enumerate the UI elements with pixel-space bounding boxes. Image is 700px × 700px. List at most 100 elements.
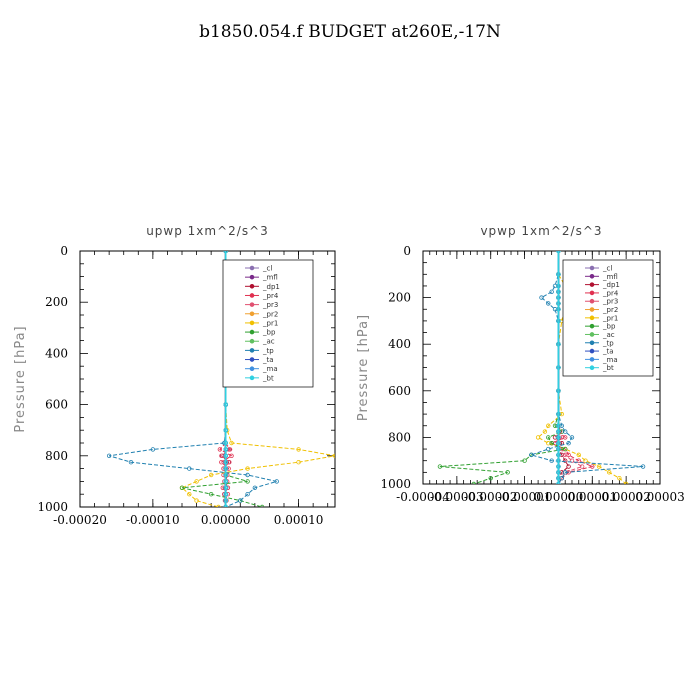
series-point-pr3 (569, 458, 575, 463)
legend-box (562, 259, 654, 377)
legend-label: _pr4 (262, 292, 279, 300)
legend-marker (249, 329, 255, 335)
y-axis-label: Pressure [hPa] (356, 314, 371, 421)
series-point-tp (187, 466, 192, 471)
series-point-bp (471, 481, 476, 484)
series-point-bt (223, 447, 228, 452)
legend-marker (249, 338, 255, 344)
series-point-bp (259, 504, 265, 507)
x-tick-label: -0.00002 (464, 490, 518, 504)
legend-marker (589, 307, 595, 312)
legend-marker (249, 265, 255, 271)
y-tick-label: 400 (45, 346, 68, 360)
series-point-bt (556, 481, 561, 484)
series-point-bt (556, 452, 561, 458)
series-point-pr1 (296, 447, 301, 452)
series-point-bt (223, 466, 228, 471)
series-point-tp (549, 289, 554, 294)
panel-title: vpwp 1xm^2/s^3 (480, 224, 602, 238)
series-point-bp (546, 435, 551, 440)
series-point-pr1 (245, 466, 250, 471)
series-point-pr3 (219, 453, 224, 458)
x-tick-label: -0.00010 (126, 513, 180, 527)
legend-label: _pr3 (262, 301, 278, 309)
legend-marker (589, 298, 595, 304)
legend-label: _dp1 (602, 281, 620, 289)
series-point-pr4 (229, 453, 234, 458)
series-point-bt (223, 428, 228, 433)
legend-label: _mfl (262, 274, 278, 282)
panel-upwp: upwp 1xm^2/s^3 Pressure [hPa] 0 200 400 600 80… (13, 224, 336, 527)
series-point-pr4 (219, 460, 224, 465)
series-point-bp (563, 446, 568, 452)
series-point-tp (569, 435, 575, 440)
x-tick-label: 0.00002 (601, 490, 651, 504)
series-point-bt (556, 388, 561, 393)
series-point-bt (223, 402, 228, 407)
y-tick-label: 200 (388, 291, 411, 305)
series-point-bt (556, 464, 561, 469)
legend-label: _bt (602, 364, 614, 372)
legend-label: _ma (602, 356, 618, 364)
series-point-tp (640, 464, 646, 469)
series-point-bt (223, 479, 228, 484)
series-point-bt (556, 295, 561, 300)
series-point-pr3 (227, 447, 233, 452)
y-tick-label: 1000 (380, 477, 411, 491)
x-tick-label: 0.00000 (201, 513, 251, 527)
series-point-pr1 (583, 458, 588, 463)
series-point-bp (208, 492, 214, 497)
x-tick-label: 0.00010 (274, 513, 324, 527)
legend: _cl_mfl_dp1_pr4_pr3_pr2_pr1_bp_ac_tp_ta_… (562, 259, 654, 377)
series-point-tp (546, 301, 551, 306)
legend-marker (249, 348, 255, 353)
x-tick-label: -0.00020 (53, 513, 107, 527)
legend-marker (589, 357, 595, 362)
x-tick-label: 0.00000 (534, 490, 584, 504)
series-point-bt (223, 492, 228, 497)
series-point-bp (488, 475, 493, 481)
series-point-tp (150, 447, 156, 452)
legend-label: _bt (262, 374, 274, 382)
series-point-bt (223, 460, 228, 465)
series-point-bt (556, 458, 561, 463)
legend-marker (249, 320, 255, 326)
series-point-bt (556, 301, 561, 306)
series-point-dp1 (566, 464, 571, 469)
y-tick-label: 0 (403, 244, 411, 258)
series-point-tp (128, 460, 134, 465)
panel-vpwp: vpwp 1xm^2/s^3 Pressure [hPa] 0 200 400 600 80… (356, 224, 685, 504)
series-point-pr1 (576, 452, 581, 458)
series-point-tp (546, 446, 551, 452)
legend-label: _cl (262, 265, 272, 273)
legend: _cl_mfl_dp1_pr4_pr3_pr2_pr1_bp_ac_tp_ta_… (222, 259, 314, 388)
legend-marker (589, 365, 595, 370)
series-point-bt (556, 283, 561, 289)
legend-marker (249, 302, 255, 307)
series-point-bt (556, 318, 561, 324)
series-point-pr1 (296, 460, 301, 465)
series-point-bt (556, 475, 561, 481)
legend-marker (249, 375, 255, 381)
series-point-bt (556, 251, 561, 254)
series-point-bt (223, 472, 228, 478)
series-point-pr1 (542, 429, 548, 434)
series-point-pr1 (194, 479, 199, 484)
legend-marker (249, 274, 255, 280)
series-line-pr1 (181, 251, 335, 507)
y-tick-label: 800 (388, 430, 411, 444)
legend-label: _ma (262, 365, 278, 373)
legend-label: _pr2 (602, 306, 618, 314)
series-point-pr1 (546, 423, 551, 428)
series-point-tp (549, 458, 554, 463)
x-tick-label: 0.00001 (567, 490, 617, 504)
series-point-pr4 (220, 485, 225, 490)
series-point-pr1 (607, 470, 612, 475)
legend-marker (249, 366, 255, 371)
series-point-tp (238, 498, 243, 503)
legend-label: _ac (602, 331, 615, 339)
series-point-bt (223, 485, 228, 490)
x-tick-label: 0.00003 (635, 490, 685, 504)
series-point-pr1 (216, 504, 221, 507)
